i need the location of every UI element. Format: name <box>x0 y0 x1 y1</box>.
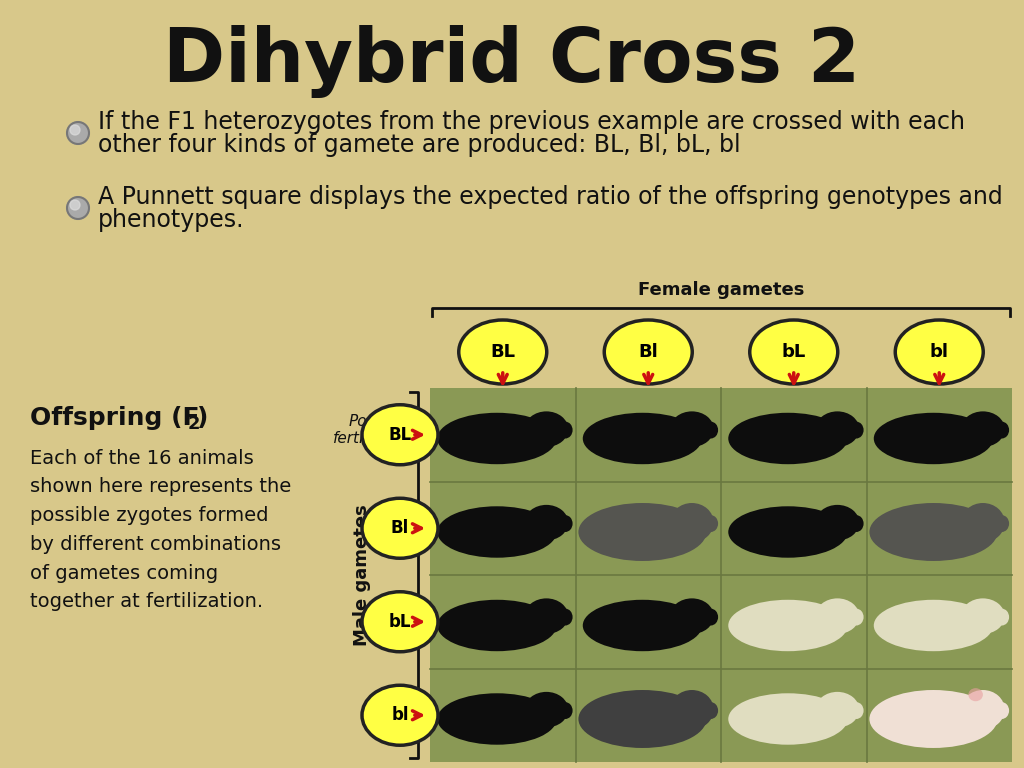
Ellipse shape <box>558 422 572 439</box>
Ellipse shape <box>703 515 718 532</box>
Ellipse shape <box>962 503 1005 542</box>
Text: Possible
fertilizations: Possible fertilizations <box>333 414 427 446</box>
Text: bL: bL <box>389 613 412 631</box>
Ellipse shape <box>849 609 863 625</box>
Text: Female gametes: Female gametes <box>638 281 804 299</box>
Ellipse shape <box>728 600 848 651</box>
Ellipse shape <box>579 690 707 748</box>
Ellipse shape <box>558 702 572 719</box>
Text: Each of the 16 animals
shown here represents the
possible zygotes formed
by diff: Each of the 16 animals shown here repres… <box>30 449 291 611</box>
Text: phenotypes.: phenotypes. <box>98 208 245 232</box>
Ellipse shape <box>459 320 547 384</box>
Text: Bl: Bl <box>391 519 410 538</box>
Ellipse shape <box>873 412 993 464</box>
Bar <box>430 388 1012 762</box>
Ellipse shape <box>969 688 983 701</box>
Ellipse shape <box>962 412 1005 447</box>
Ellipse shape <box>962 598 1005 634</box>
Circle shape <box>67 122 89 144</box>
Ellipse shape <box>873 600 993 651</box>
Ellipse shape <box>703 422 718 439</box>
Ellipse shape <box>558 515 572 532</box>
Ellipse shape <box>869 503 997 561</box>
Ellipse shape <box>362 498 438 558</box>
Text: Dihybrid Cross 2: Dihybrid Cross 2 <box>164 25 860 98</box>
Ellipse shape <box>849 515 863 532</box>
Ellipse shape <box>362 685 438 745</box>
Text: bl: bl <box>391 707 409 724</box>
Text: ): ) <box>197 406 208 430</box>
Ellipse shape <box>437 600 557 651</box>
Ellipse shape <box>670 690 714 730</box>
Ellipse shape <box>670 598 714 634</box>
Ellipse shape <box>524 505 568 541</box>
Ellipse shape <box>524 692 568 727</box>
Ellipse shape <box>728 412 848 464</box>
Ellipse shape <box>994 609 1009 625</box>
Ellipse shape <box>849 702 863 719</box>
Text: Bl: Bl <box>638 343 658 361</box>
Text: bl: bl <box>930 343 949 361</box>
Ellipse shape <box>437 506 557 558</box>
Ellipse shape <box>524 598 568 634</box>
Ellipse shape <box>703 609 718 625</box>
Text: If the F1 heterozygotes from the previous example are crossed with each: If the F1 heterozygotes from the previou… <box>98 110 965 134</box>
Ellipse shape <box>437 694 557 745</box>
Ellipse shape <box>604 320 692 384</box>
Text: bL: bL <box>781 343 806 361</box>
Ellipse shape <box>994 422 1009 439</box>
Text: A Punnett square displays the expected ratio of the offspring genotypes and: A Punnett square displays the expected r… <box>98 185 1002 209</box>
Ellipse shape <box>962 690 1005 730</box>
Ellipse shape <box>558 609 572 625</box>
Ellipse shape <box>815 692 859 727</box>
Circle shape <box>70 125 80 135</box>
Ellipse shape <box>437 412 557 464</box>
Ellipse shape <box>362 405 438 465</box>
Ellipse shape <box>815 598 859 634</box>
Ellipse shape <box>670 412 714 447</box>
Ellipse shape <box>815 412 859 447</box>
Text: 2: 2 <box>188 415 201 433</box>
Ellipse shape <box>994 702 1009 719</box>
Ellipse shape <box>524 412 568 447</box>
Ellipse shape <box>895 320 983 384</box>
Text: other four kinds of gamete are produced: BL, Bl, bL, bl: other four kinds of gamete are produced:… <box>98 133 740 157</box>
Text: Male gametes: Male gametes <box>353 504 371 646</box>
Circle shape <box>70 200 80 210</box>
Ellipse shape <box>703 702 718 719</box>
Circle shape <box>67 197 89 219</box>
Ellipse shape <box>994 515 1009 532</box>
Ellipse shape <box>362 592 438 652</box>
Ellipse shape <box>728 506 848 558</box>
Ellipse shape <box>815 505 859 541</box>
Text: BL: BL <box>490 343 515 361</box>
Text: Offspring (F: Offspring (F <box>30 406 200 430</box>
Ellipse shape <box>670 503 714 542</box>
Text: BL: BL <box>388 425 412 444</box>
Ellipse shape <box>849 422 863 439</box>
Ellipse shape <box>869 690 997 748</box>
Ellipse shape <box>728 694 848 745</box>
Ellipse shape <box>583 412 702 464</box>
Ellipse shape <box>750 320 838 384</box>
Ellipse shape <box>579 503 707 561</box>
Ellipse shape <box>583 600 702 651</box>
